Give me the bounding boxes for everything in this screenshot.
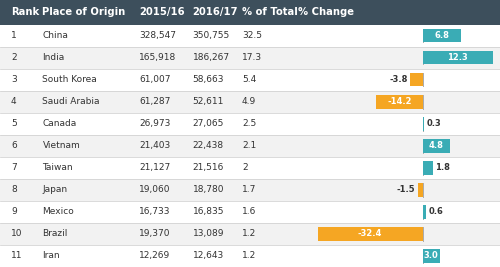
FancyBboxPatch shape: [376, 95, 422, 108]
Text: 3: 3: [11, 75, 17, 84]
Text: 1.2: 1.2: [242, 252, 256, 261]
Text: 8: 8: [11, 185, 17, 194]
Text: % Change: % Change: [298, 7, 354, 17]
Text: 12.3: 12.3: [447, 53, 468, 62]
Text: -3.8: -3.8: [390, 75, 407, 84]
Text: 16,733: 16,733: [139, 207, 170, 216]
Text: 2.5: 2.5: [242, 119, 256, 128]
Text: 0.3: 0.3: [426, 119, 442, 128]
Text: 19,370: 19,370: [139, 229, 170, 238]
Text: 16,835: 16,835: [192, 207, 224, 216]
Text: Canada: Canada: [42, 119, 77, 128]
Text: -14.2: -14.2: [387, 97, 411, 106]
Text: India: India: [42, 53, 65, 62]
Text: 1.2: 1.2: [242, 229, 256, 238]
Text: 12,269: 12,269: [139, 252, 170, 261]
FancyBboxPatch shape: [318, 227, 422, 241]
Text: -32.4: -32.4: [358, 229, 382, 238]
Text: 18,780: 18,780: [192, 185, 224, 194]
Text: 350,755: 350,755: [192, 31, 230, 40]
FancyBboxPatch shape: [0, 201, 500, 223]
Text: 27,065: 27,065: [192, 119, 224, 128]
Text: 2: 2: [11, 53, 16, 62]
Text: 328,547: 328,547: [139, 31, 176, 40]
Text: 61,287: 61,287: [139, 97, 170, 106]
FancyBboxPatch shape: [0, 25, 500, 47]
Text: 2.1: 2.1: [242, 141, 256, 150]
FancyBboxPatch shape: [418, 183, 422, 197]
FancyBboxPatch shape: [0, 91, 500, 113]
Text: 52,611: 52,611: [192, 97, 224, 106]
FancyBboxPatch shape: [422, 205, 426, 219]
FancyBboxPatch shape: [422, 29, 461, 42]
FancyBboxPatch shape: [0, 245, 500, 267]
Text: 22,438: 22,438: [192, 141, 224, 150]
Text: 1: 1: [11, 31, 17, 40]
Text: 2: 2: [242, 163, 248, 172]
FancyBboxPatch shape: [422, 139, 450, 153]
Text: 10: 10: [11, 229, 22, 238]
Text: 165,918: 165,918: [139, 53, 176, 62]
Text: Vietnam: Vietnam: [42, 141, 80, 150]
Text: 1.6: 1.6: [242, 207, 256, 216]
Text: -1.5: -1.5: [396, 185, 415, 194]
Text: 21,403: 21,403: [139, 141, 170, 150]
Text: Taiwan: Taiwan: [42, 163, 73, 172]
FancyBboxPatch shape: [0, 47, 500, 69]
FancyBboxPatch shape: [0, 157, 500, 179]
Text: China: China: [42, 31, 68, 40]
Text: Brazil: Brazil: [42, 229, 68, 238]
FancyBboxPatch shape: [0, 179, 500, 201]
Text: 0.6: 0.6: [428, 207, 444, 216]
Text: 6: 6: [11, 141, 17, 150]
Text: 5.4: 5.4: [242, 75, 256, 84]
Text: 26,973: 26,973: [139, 119, 170, 128]
Text: 2016/17: 2016/17: [192, 7, 238, 17]
Text: 3.0: 3.0: [424, 252, 438, 261]
Text: Mexico: Mexico: [42, 207, 74, 216]
Text: 21,127: 21,127: [139, 163, 170, 172]
FancyBboxPatch shape: [422, 117, 424, 131]
Text: 4.8: 4.8: [428, 141, 444, 150]
FancyBboxPatch shape: [0, 223, 500, 245]
Text: Japan: Japan: [42, 185, 68, 194]
FancyBboxPatch shape: [422, 249, 440, 263]
Text: 4.9: 4.9: [242, 97, 256, 106]
FancyBboxPatch shape: [0, 113, 500, 135]
Text: 61,007: 61,007: [139, 75, 170, 84]
Text: 2015/16: 2015/16: [139, 7, 184, 17]
Text: 21,516: 21,516: [192, 163, 224, 172]
Text: Rank: Rank: [11, 7, 39, 17]
Text: 32.5: 32.5: [242, 31, 262, 40]
Text: 1.7: 1.7: [242, 185, 256, 194]
Text: 58,663: 58,663: [192, 75, 224, 84]
Text: 9: 9: [11, 207, 17, 216]
FancyBboxPatch shape: [0, 0, 500, 25]
Text: 7: 7: [11, 163, 17, 172]
Text: 1.8: 1.8: [435, 163, 450, 172]
Text: Saudi Arabia: Saudi Arabia: [42, 97, 100, 106]
Text: 4: 4: [11, 97, 16, 106]
Text: Place of Origin: Place of Origin: [42, 7, 126, 17]
FancyBboxPatch shape: [422, 51, 492, 64]
Text: 186,267: 186,267: [192, 53, 230, 62]
FancyBboxPatch shape: [422, 161, 432, 175]
FancyBboxPatch shape: [0, 69, 500, 91]
Text: 12,643: 12,643: [192, 252, 224, 261]
Text: Iran: Iran: [42, 252, 60, 261]
Text: 13,089: 13,089: [192, 229, 224, 238]
Text: 11: 11: [11, 252, 22, 261]
Text: 17.3: 17.3: [242, 53, 262, 62]
Text: South Korea: South Korea: [42, 75, 97, 84]
Text: 5: 5: [11, 119, 17, 128]
FancyBboxPatch shape: [410, 73, 422, 87]
Text: 6.8: 6.8: [434, 31, 450, 40]
Text: 19,060: 19,060: [139, 185, 170, 194]
FancyBboxPatch shape: [0, 135, 500, 157]
Text: % of Total: % of Total: [242, 7, 298, 17]
